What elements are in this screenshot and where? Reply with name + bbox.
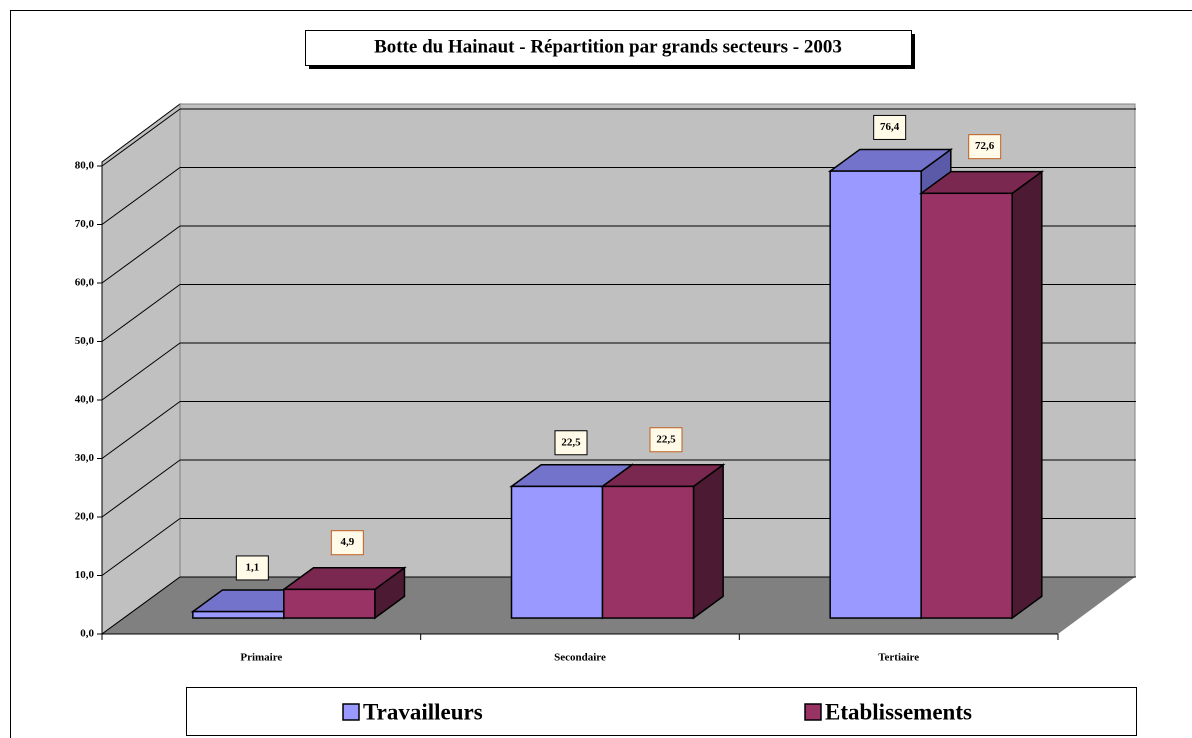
bar [829, 170, 922, 619]
y-tick-label: 20,0 [75, 511, 95, 523]
y-tick-label: 50,0 [75, 335, 95, 347]
value-label-box [554, 430, 588, 456]
value-label-box [873, 114, 907, 140]
side-wall [101, 103, 181, 635]
value-label: 22,5 [561, 436, 581, 448]
grid-line [101, 225, 181, 284]
y-tick-label: 30,0 [75, 452, 95, 464]
value-label: 1,1 [245, 561, 259, 573]
legend-label: Travailleurs [363, 699, 483, 724]
y-tick-label: 10,0 [75, 569, 95, 581]
bar [601, 485, 695, 619]
grid-line [101, 167, 181, 225]
bar-side [1011, 170, 1043, 620]
y-tick-label: 80,0 [75, 160, 95, 172]
x-tick-label: Primaire [240, 652, 282, 664]
legend-swatch [804, 703, 822, 721]
bar [192, 610, 285, 619]
bar [510, 485, 604, 619]
grid-line [101, 342, 181, 401]
title-box [305, 30, 912, 66]
grid-line [101, 108, 181, 167]
value-label: 22,5 [656, 433, 676, 445]
y-tick-label: 70,0 [75, 218, 95, 230]
legend-box [186, 687, 1137, 736]
grid-line [101, 459, 181, 518]
value-label-box [968, 134, 1002, 160]
bar [283, 588, 376, 619]
value-label: 76,4 [880, 121, 900, 133]
grid-line [101, 576, 181, 635]
bar [920, 192, 1013, 619]
value-label-box [330, 530, 364, 556]
y-tick-label: 60,0 [75, 277, 95, 289]
grid-line [101, 401, 181, 459]
legend-label: Etablissements [825, 699, 972, 724]
chart-title: Botte du Hainaut - Répartition par grand… [374, 36, 842, 57]
bar-side [692, 463, 724, 620]
value-label: 4,9 [340, 536, 354, 548]
y-tick-label: 0,0 [80, 628, 94, 640]
x-tick-label: Secondaire [554, 652, 606, 664]
x-tick-label: Tertiaire [878, 652, 919, 664]
legend-swatch [342, 703, 360, 721]
value-label-box [649, 427, 683, 453]
value-label: 72,6 [975, 140, 995, 152]
y-tick-label: 40,0 [75, 394, 95, 406]
grid-line [101, 518, 181, 576]
grid-line [101, 284, 181, 342]
value-label-box [235, 555, 269, 581]
